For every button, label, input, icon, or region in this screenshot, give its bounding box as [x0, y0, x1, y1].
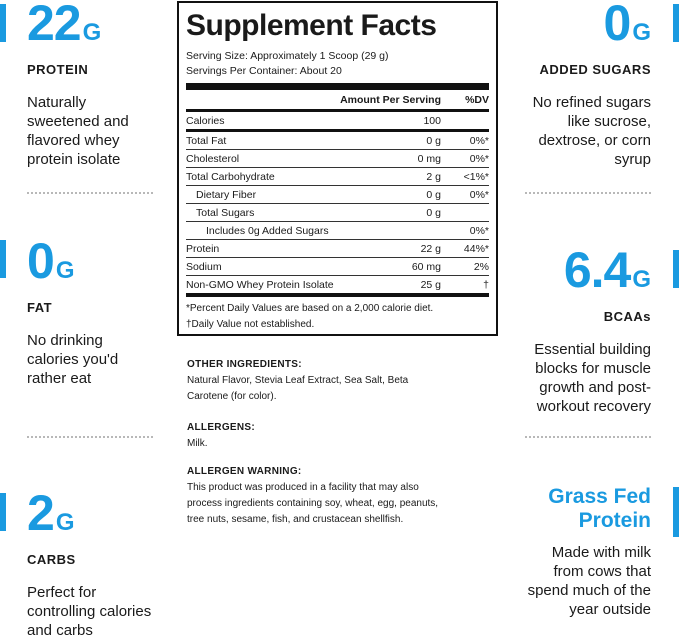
stat-label: PROTEIN: [27, 62, 89, 77]
stat-description: Made with milk from cows that spend much o…: [527, 544, 651, 618]
nutrient-dv: 2%: [473, 260, 489, 273]
accent-bar: [673, 250, 679, 288]
stat-value: 0G: [27, 233, 75, 289]
divider: [27, 192, 153, 194]
nutrient-name: Cholesterol: [186, 152, 240, 165]
divider: [525, 192, 651, 194]
stat-description: Essential building blocks for muscle growt…: [534, 341, 651, 415]
stat-label: CARBS: [27, 552, 76, 567]
facts-row: Cholesterol 0 mg 0%*: [186, 150, 489, 168]
nutrient-amount: 22 g: [420, 242, 441, 255]
nutrient-amount: 60 mg: [411, 260, 441, 273]
stat-description: No refined sugars like sucrose, dextrose, …: [532, 94, 651, 168]
facts-row: Sodium 60 mg 2%: [186, 258, 489, 276]
stat-value: 22G: [27, 0, 102, 51]
divider: [27, 436, 153, 438]
nutrient-dv: 0%*: [469, 152, 489, 165]
facts-footnotes: *Percent Daily Values are based on a 2,0…: [186, 303, 434, 330]
facts-row: Total Sugars 0 g: [186, 204, 489, 222]
nutrient-name: Total Carbohydrate: [186, 170, 275, 183]
stat-fat: 0G FAT No drinking calories you'd rather e…: [27, 233, 119, 388]
serving-info: Serving Size: Approximately 1 Scoop (29 …: [186, 50, 389, 77]
facts-row: Total Fat 0 g 0%*: [186, 132, 489, 150]
nutrient-name: Non-GMO Whey Protein Isolate: [186, 278, 334, 291]
stat-protein: 22G PROTEIN Naturally sweetened and flavor…: [27, 0, 129, 169]
nutrient-dv: <1%*: [463, 170, 489, 183]
nutrient-amount: 2 g: [426, 170, 441, 183]
stat-label: ADDED SUGARS: [539, 62, 651, 77]
facts-rows: Calories 100 Total Fat 0 g 0%* Cholesterol 0 m…: [186, 112, 489, 297]
allergen-warning: ALLERGEN WARNING: This product was produ…: [187, 466, 439, 525]
stat-label: BCAAs: [603, 309, 651, 324]
nutrient-dv: 0%*: [469, 224, 489, 237]
facts-title: Supplement Facts: [186, 9, 437, 42]
facts-row: Calories 100: [186, 112, 489, 132]
facts-row: Protein 22 g 44%*: [186, 240, 489, 258]
facts-row: Includes 0g Added Sugars 0%*: [186, 222, 489, 240]
facts-row: Non-GMO Whey Protein Isolate 25 g †: [186, 276, 489, 297]
nutrient-name: Includes 0g Added Sugars: [206, 224, 329, 237]
nutrient-name: Calories: [186, 114, 225, 127]
accent-bar: [0, 493, 6, 531]
stat-description: Naturally sweetened and flavored whey prote…: [27, 94, 129, 168]
divider: [525, 436, 651, 438]
nutrient-amount: 100: [423, 114, 441, 127]
other-ingredients: OTHER INGREDIENTS: Natural Flavor, Stevi…: [187, 359, 409, 402]
nutrient-dv: 0%*: [469, 134, 489, 147]
nutrient-amount: 25 g: [420, 278, 441, 291]
nutrient-name: Sodium: [186, 260, 222, 273]
stat-description: No drinking calories you'd rather eat: [27, 332, 119, 387]
nutrient-amount: 0 mg: [417, 152, 441, 165]
stat-description: Perfect for controlling calories and carbs: [27, 584, 152, 639]
stat-value: 6.4G: [563, 242, 651, 298]
stat-title: Grass Fed Protein: [548, 485, 651, 532]
accent-bar: [0, 240, 6, 278]
nutrient-name: Protein: [186, 242, 220, 255]
nutrient-amount: 0 g: [426, 134, 441, 147]
facts-row: Dietary Fiber 0 g 0%*: [186, 186, 489, 204]
accent-bar: [673, 487, 679, 537]
nutrient-name: Total Fat: [186, 134, 227, 147]
accent-bar: [0, 4, 6, 42]
stat-value: 0G: [603, 0, 651, 51]
nutrient-amount: 0 g: [426, 188, 441, 201]
stat-grass-fed: Grass Fed Protein Made with milk from cows…: [528, 485, 651, 619]
nutrient-dv: †: [483, 278, 489, 291]
accent-bar: [673, 4, 679, 42]
nutrient-amount: 0 g: [426, 206, 441, 219]
nutrient-dv: 0%*: [469, 188, 489, 201]
nutrient-name: Dietary Fiber: [196, 188, 257, 201]
allergens: ALLERGENS: Milk.: [187, 422, 255, 449]
stat-label: FAT: [27, 300, 53, 315]
facts-row: Total Carbohydrate 2 g <1%*: [186, 168, 489, 186]
stat-added-sugars: 0G ADDED SUGARS No refined sugars like su…: [533, 0, 651, 169]
nutrient-name: Total Sugars: [196, 206, 255, 219]
stat-value: 2G: [27, 485, 75, 541]
facts-header: Amount Per Serving %DV: [186, 83, 489, 112]
stat-bcaas: 6.4G BCAAs Essential building blocks for …: [534, 242, 651, 416]
nutrient-dv: 44%*: [463, 242, 489, 255]
stat-carbs: 2G CARBS Perfect for controlling calories…: [27, 485, 152, 640]
supplement-facts-panel: Supplement Facts Serving Size: Approxima…: [177, 1, 498, 336]
